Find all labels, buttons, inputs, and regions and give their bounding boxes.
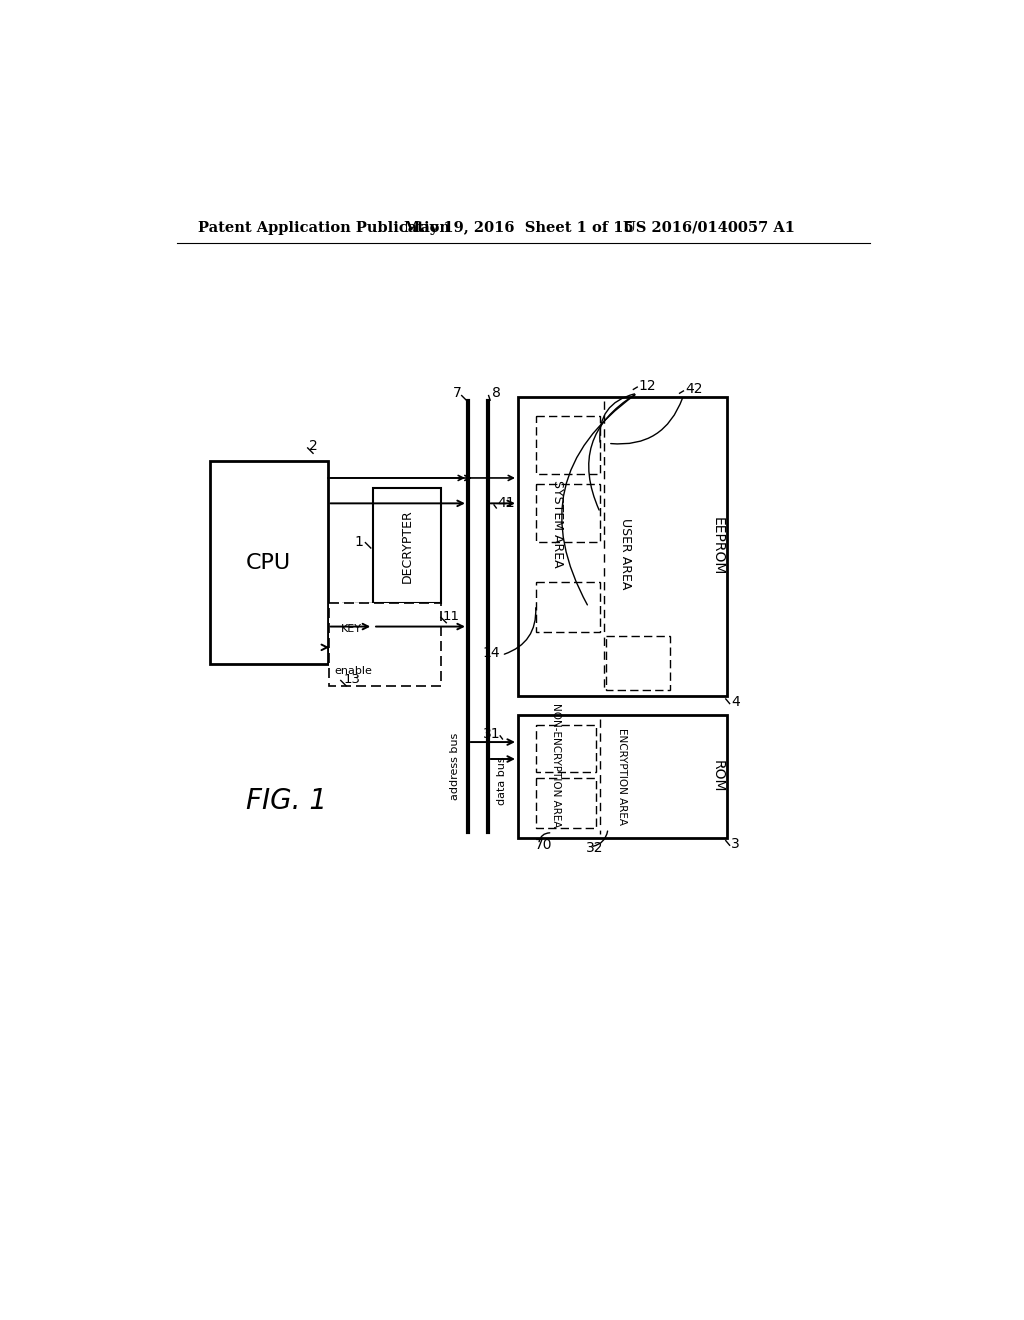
Text: 1: 1 (354, 535, 364, 549)
Bar (605, 636, 670, 689)
Text: data bus: data bus (497, 756, 507, 805)
Text: 32: 32 (587, 841, 604, 855)
Text: US 2016/0140057 A1: US 2016/0140057 A1 (624, 220, 796, 235)
Text: USER AREA: USER AREA (620, 519, 632, 590)
Bar (536, 582, 600, 632)
Text: CPU: CPU (246, 553, 292, 573)
Bar (518, 397, 727, 696)
Bar (330, 603, 441, 686)
Bar (536, 779, 596, 829)
Text: ENCRYPTION AREA: ENCRYPTION AREA (616, 727, 627, 825)
Text: 41: 41 (497, 496, 515, 511)
Text: NON-ENCRYPTION AREA: NON-ENCRYPTION AREA (551, 702, 561, 828)
Text: 3: 3 (731, 837, 740, 850)
Text: address bus: address bus (451, 733, 460, 800)
Bar (536, 725, 596, 772)
Text: 11: 11 (442, 610, 460, 623)
Text: 31: 31 (482, 727, 500, 742)
Bar (210, 461, 328, 664)
Bar (518, 715, 727, 837)
Text: Patent Application Publication: Patent Application Publication (199, 220, 451, 235)
Text: ROM: ROM (711, 760, 725, 792)
Text: 2: 2 (309, 438, 317, 453)
Bar (330, 603, 373, 655)
Text: EEPROM: EEPROM (711, 517, 725, 576)
Text: 7: 7 (453, 387, 462, 400)
Bar (373, 488, 441, 603)
Text: enable: enable (335, 667, 373, 676)
Text: 70: 70 (535, 838, 552, 853)
Text: 4: 4 (731, 696, 740, 709)
Text: SYSTEM AREA: SYSTEM AREA (551, 479, 564, 568)
Text: FIG. 1: FIG. 1 (246, 787, 327, 816)
Text: 12: 12 (639, 379, 656, 392)
Text: KEY: KEY (341, 624, 361, 634)
Text: DECRYPTER: DECRYPTER (400, 508, 414, 582)
Bar (536, 484, 600, 543)
Text: 8: 8 (492, 387, 501, 400)
Text: 42: 42 (685, 383, 702, 396)
Text: May 19, 2016  Sheet 1 of 15: May 19, 2016 Sheet 1 of 15 (403, 220, 634, 235)
Text: 14: 14 (482, 645, 500, 660)
Text: 13: 13 (343, 673, 360, 686)
Bar (536, 416, 600, 474)
